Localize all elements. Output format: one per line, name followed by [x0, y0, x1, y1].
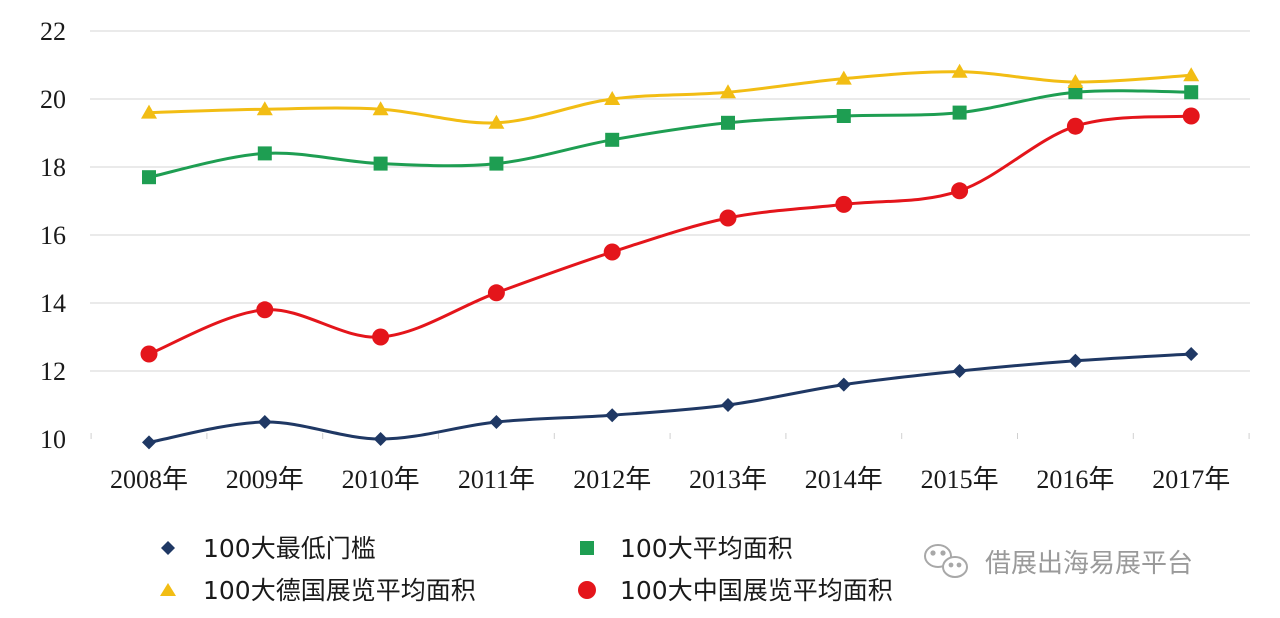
legend-circle-marker: [578, 581, 596, 599]
legend-item-china-avg-area: 100大中国展览平均面积: [578, 576, 893, 605]
legend-label: 100大中国展览平均面积: [620, 576, 893, 605]
legend-square-marker: [580, 541, 594, 555]
y-tick-label: 22: [40, 17, 66, 46]
y-tick-label: 14: [40, 289, 66, 318]
data-point-diamond: [1068, 353, 1083, 368]
data-point-triangle: [1183, 67, 1200, 82]
data-point-square: [952, 105, 967, 120]
legend: 100大最低门槛 100大平均面积 100大德国展览平均面积 100大中国展览平…: [160, 534, 893, 605]
legend-item-min-threshold: 100大最低门槛: [161, 534, 376, 563]
y-axis-ticks: 10 12 14 16 18 20 22: [40, 17, 66, 454]
data-point-triangle: [488, 114, 505, 129]
x-tick-label: 2011年: [458, 465, 535, 494]
x-tick-label: 2013年: [689, 465, 767, 494]
data-point-square: [721, 115, 735, 130]
data-point-square: [489, 156, 504, 171]
y-tick-label: 20: [40, 85, 66, 114]
y-tick-label: 16: [40, 221, 66, 250]
x-tick-label: 2010年: [342, 465, 420, 494]
data-point-triangle: [1067, 74, 1084, 88]
x-tick-label: 2009年: [226, 465, 304, 494]
legend-item-germany-avg-area: 100大德国展览平均面积: [160, 576, 476, 605]
legend-label: 100大最低门槛: [203, 534, 376, 563]
x-tick-label: 2012年: [573, 465, 651, 494]
data-point-square: [142, 170, 156, 185]
data-point-square: [836, 109, 851, 123]
x-tick-label: 2015年: [921, 465, 999, 494]
y-tick-label: 18: [40, 153, 66, 182]
data-point-triangle: [141, 104, 157, 119]
data-point-diamond: [952, 364, 967, 378]
data-point-diamond: [257, 415, 272, 429]
legend-triangle-marker: [160, 583, 176, 596]
legend-label: 100大德国展览平均面积: [203, 576, 476, 605]
legend-label: 100大平均面积: [620, 534, 793, 563]
data-point-triangle: [256, 101, 273, 116]
data-point-diamond: [836, 377, 851, 392]
data-point-diamond: [142, 435, 156, 450]
legend-diamond-marker: [161, 541, 175, 555]
data-point-diamond: [373, 432, 388, 446]
x-tick-label: 2014年: [805, 465, 883, 494]
data-point-diamond: [721, 398, 735, 412]
data-point-diamond: [489, 415, 504, 429]
data-point-square: [257, 146, 272, 161]
data-point-circle: [1066, 117, 1084, 135]
data-point-diamond: [1184, 347, 1199, 361]
data-point-triangle: [372, 101, 389, 116]
data-point-circle: [603, 243, 621, 261]
data-point-circle: [835, 195, 853, 213]
x-tick-label: 2017年: [1152, 465, 1230, 494]
data-point-diamond: [605, 408, 620, 423]
data-point-square: [373, 156, 388, 171]
series-lines: [148, 70, 1192, 444]
data-point-circle: [140, 345, 158, 363]
series-line-1: [148, 352, 1192, 444]
series-line-3: [148, 70, 1192, 125]
data-point-triangle: [604, 91, 621, 105]
data-point-circle: [372, 328, 390, 346]
data-point-circle: [951, 182, 969, 200]
x-tick-label: 2016年: [1036, 465, 1114, 494]
data-point-square: [605, 132, 620, 147]
series-line-4: [148, 114, 1192, 356]
x-tick-label: 2008年: [110, 465, 188, 494]
data-point-circle: [256, 301, 274, 319]
data-point-square: [1068, 85, 1083, 100]
data-point-triangle: [835, 70, 852, 85]
series-markers: [140, 63, 1200, 450]
watermark-text: 借展出海易展平台: [985, 549, 1193, 579]
wechat-icon: [924, 544, 968, 578]
watermark: 借展出海易展平台: [924, 544, 1193, 579]
legend-item-avg-area: 100大平均面积: [580, 534, 793, 563]
data-point-triangle: [951, 63, 968, 78]
data-point-circle: [487, 284, 505, 302]
y-tick-label: 12: [40, 357, 66, 386]
data-point-square: [1184, 85, 1199, 100]
series-line-2: [148, 89, 1192, 179]
data-point-circle: [719, 209, 737, 227]
x-axis-ticks: 2008年 2009年 2010年 2011年 2012年 2013年 2014年 2015年…: [110, 465, 1230, 494]
y-tick-label: 10: [40, 425, 66, 454]
data-point-triangle: [720, 84, 736, 99]
data-point-circle: [1182, 107, 1200, 125]
